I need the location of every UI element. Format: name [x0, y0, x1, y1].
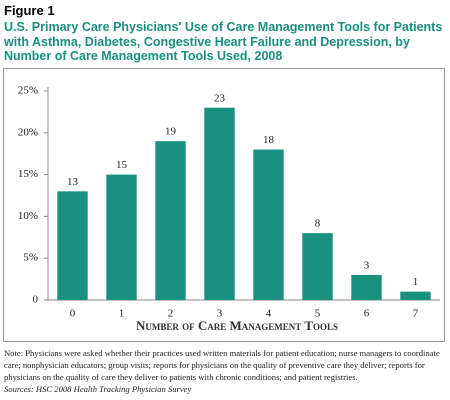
data-label: 18	[263, 134, 275, 146]
x-tick-label: 4	[266, 308, 272, 320]
x-tick-label: 2	[168, 308, 174, 320]
x-tick-label: 1	[119, 308, 125, 320]
y-tick-label: 15%	[18, 168, 38, 180]
bar	[302, 233, 333, 300]
chart-frame: Number of Care Management Tools 0 5% 10% 15…	[3, 68, 445, 342]
y-tick-label: 25%	[18, 85, 38, 97]
y-tick-label: 5%	[23, 252, 38, 264]
bar	[155, 141, 186, 300]
x-tick-label: 6	[364, 308, 370, 320]
data-label: 8	[315, 218, 321, 230]
x-tick-label: 5	[315, 308, 321, 320]
data-label: 19	[165, 126, 177, 138]
y-tick-label: 20%	[18, 126, 38, 138]
data-label: 3	[364, 259, 370, 271]
x-tick-label: 3	[217, 308, 223, 320]
bar	[253, 149, 284, 300]
bar	[204, 107, 235, 300]
figure-label: Figure 1	[4, 3, 55, 18]
y-tick-label: 10%	[18, 210, 38, 222]
chart: Number of Care Management Tools 05%10%15…	[18, 85, 440, 333]
x-axis-title: Number of Care Management Tools	[136, 318, 338, 333]
bar	[351, 274, 382, 300]
x-tick-label: 0	[70, 308, 76, 320]
data-label: 23	[214, 92, 226, 104]
sources: Sources: HSC 2008 Health Tracking Physic…	[4, 384, 192, 394]
data-label: 13	[67, 176, 79, 188]
data-label: 1	[413, 276, 419, 288]
x-tick-label: 7	[413, 308, 419, 320]
chart-title: U.S. Primary Care Physicians' Use of Car…	[4, 20, 443, 63]
note: Note: Physicians were asked whether thei…	[4, 348, 440, 382]
data-label: 15	[116, 159, 128, 171]
bar	[400, 291, 431, 300]
bar	[57, 191, 88, 300]
bar	[106, 174, 137, 300]
y-tick-label: 0	[33, 294, 39, 306]
